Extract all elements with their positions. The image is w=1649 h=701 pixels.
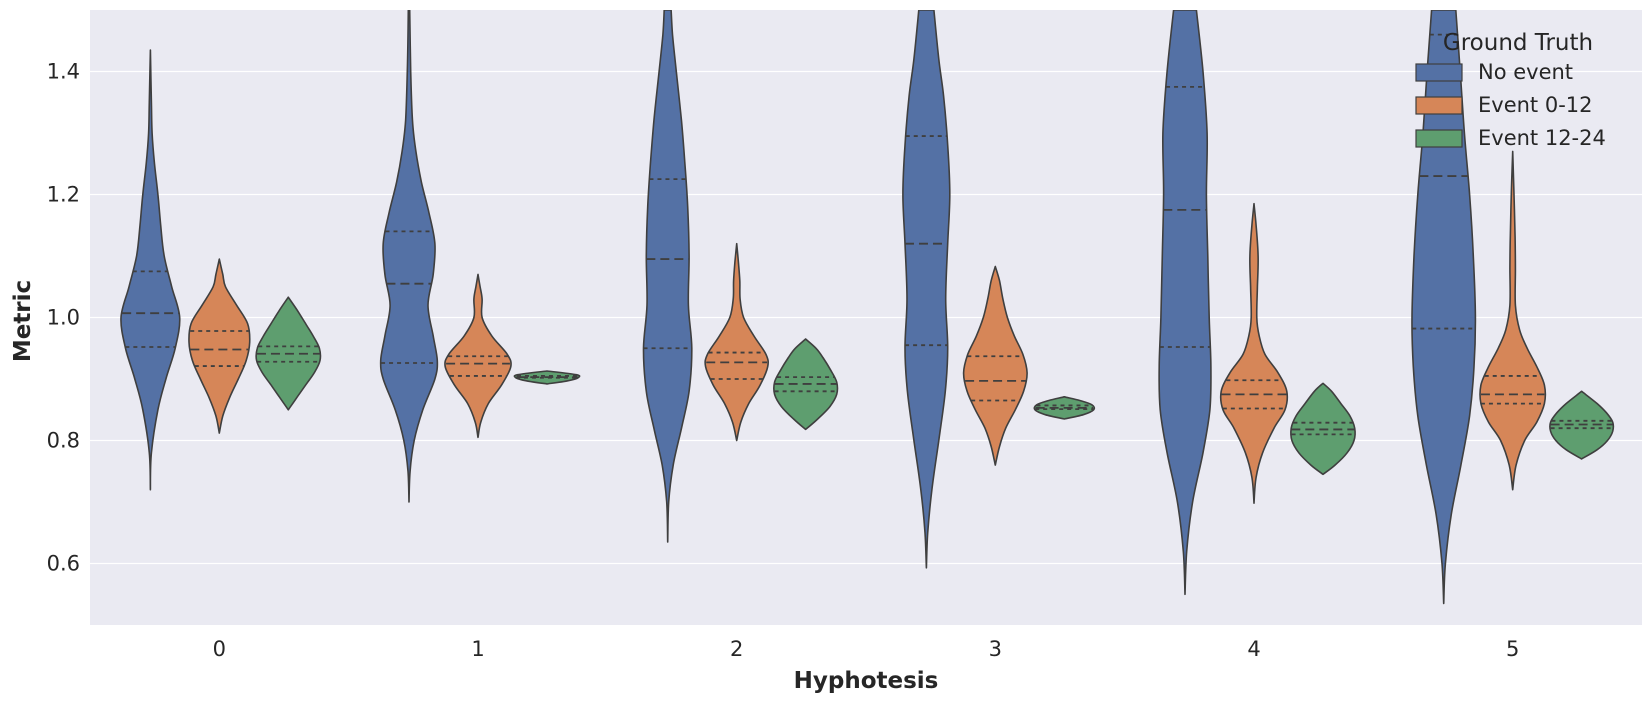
violin-body <box>444 273 512 439</box>
legend-swatch <box>1415 63 1463 82</box>
violin <box>513 370 581 385</box>
violin-body <box>1219 202 1289 504</box>
legend-swatch <box>1415 96 1463 115</box>
violins <box>120 10 1615 605</box>
y-tick-label: 1.2 <box>47 183 80 207</box>
legend-title: Ground Truth <box>1443 30 1593 56</box>
violin <box>642 10 693 543</box>
x-axis-label: Hyphotesis <box>794 668 939 694</box>
violin <box>1033 396 1096 420</box>
violin <box>379 10 439 503</box>
legend-label: Event 0-12 <box>1478 93 1593 117</box>
violin <box>1479 150 1547 491</box>
y-axis-label: Metric <box>10 280 36 362</box>
violin-body <box>379 10 439 503</box>
violin <box>188 258 251 434</box>
violin <box>704 242 770 442</box>
x-tick-label: 3 <box>989 637 1002 661</box>
violin-body <box>1479 150 1547 491</box>
violin <box>1549 390 1615 460</box>
violin-body <box>642 10 693 543</box>
legend-entries: No event Event 0-12 Event 12-24 <box>1415 60 1606 150</box>
violin-body <box>188 258 251 434</box>
y-tick-label: 1.0 <box>47 306 80 330</box>
violin <box>255 296 322 411</box>
y-tick-label: 0.8 <box>47 429 80 453</box>
violin <box>444 273 512 439</box>
y-tick-label: 0.6 <box>47 552 80 576</box>
x-tick-label: 0 <box>213 637 226 661</box>
x-tick-label: 2 <box>730 637 743 661</box>
legend-entry: No event <box>1415 60 1573 84</box>
gridlines <box>90 70 1642 565</box>
violin-body <box>120 49 181 491</box>
violin <box>902 10 951 569</box>
violin-body <box>902 10 951 569</box>
x-tick-labels: 0 1 2 3 4 5 <box>213 637 1520 661</box>
violin <box>773 338 839 431</box>
violin-body <box>962 265 1028 466</box>
violin <box>120 49 181 491</box>
x-tick-label: 1 <box>471 637 484 661</box>
violin-body <box>1158 10 1212 596</box>
violin <box>1158 10 1212 596</box>
legend-entry: Event 0-12 <box>1415 93 1593 117</box>
violin <box>1411 10 1477 605</box>
violin-body <box>1411 10 1477 605</box>
violin <box>1219 202 1289 504</box>
legend-swatch <box>1415 129 1463 148</box>
legend-label: No event <box>1478 60 1573 84</box>
legend: Ground Truth No event Event 0-12 Event 12-… <box>1415 30 1606 150</box>
legend-entry: Event 12-24 <box>1415 126 1606 150</box>
violin <box>1290 382 1356 476</box>
x-tick-label: 4 <box>1247 637 1260 661</box>
y-tick-label: 1.4 <box>47 60 80 84</box>
x-tick-label: 5 <box>1506 637 1519 661</box>
y-tick-labels: 0.6 0.8 1.0 1.2 1.4 <box>47 60 80 576</box>
violin-body <box>704 242 770 442</box>
legend-label: Event 12-24 <box>1478 126 1606 150</box>
violin <box>962 265 1028 466</box>
